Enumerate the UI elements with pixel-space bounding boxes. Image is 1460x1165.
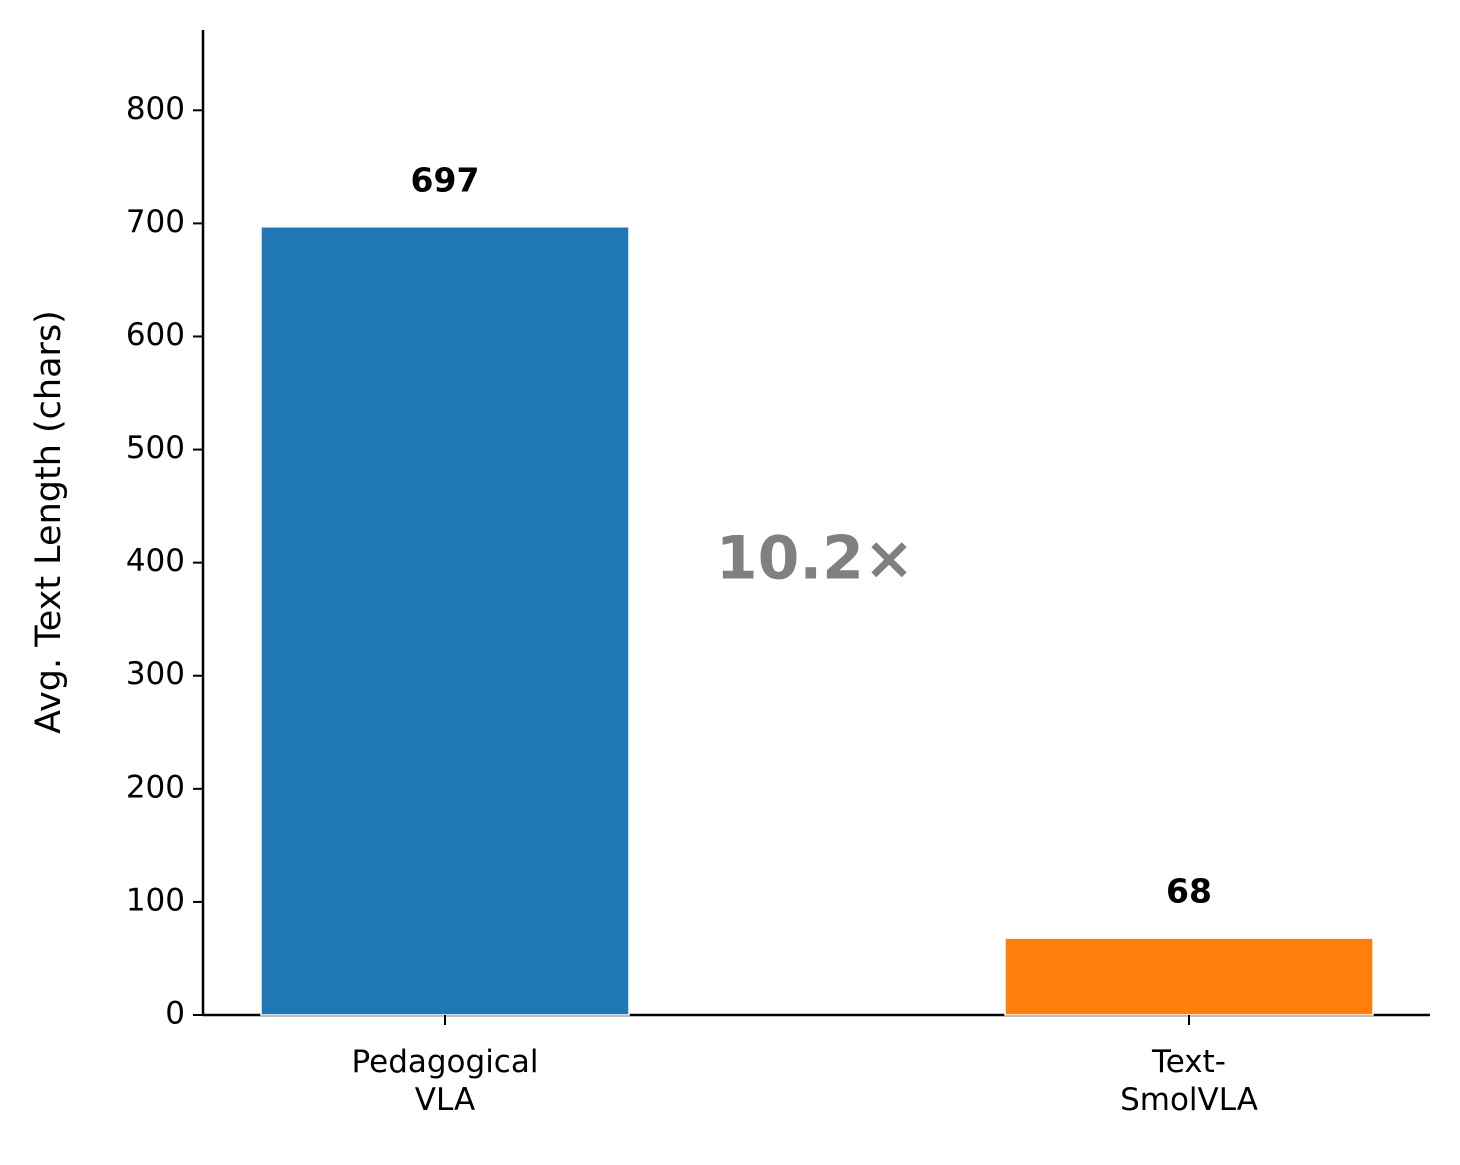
y-tick-label: 600 [126, 317, 185, 353]
y-tick-label: 100 [126, 882, 185, 918]
bar [1004, 937, 1374, 1016]
y-tick-label: 700 [126, 204, 185, 240]
x-tick-label: Text- SmolVLA [1120, 1044, 1258, 1118]
y-tick-label: 400 [126, 543, 185, 579]
value-label: 697 [411, 160, 480, 199]
y-tick-label: 300 [126, 656, 185, 692]
x-tick-label: Pedagogical VLA [351, 1044, 539, 1118]
value-label: 68 [1166, 872, 1212, 911]
annotation: 10.2× [716, 524, 914, 594]
bar [260, 226, 630, 1016]
y-tick-label: 200 [126, 769, 185, 805]
y-axis-label: Avg. Text Length (chars) [29, 310, 69, 734]
y-tick-label: 800 [126, 91, 185, 127]
y-tick-label: 0 [165, 996, 185, 1032]
y-tick-label: 500 [126, 430, 185, 466]
